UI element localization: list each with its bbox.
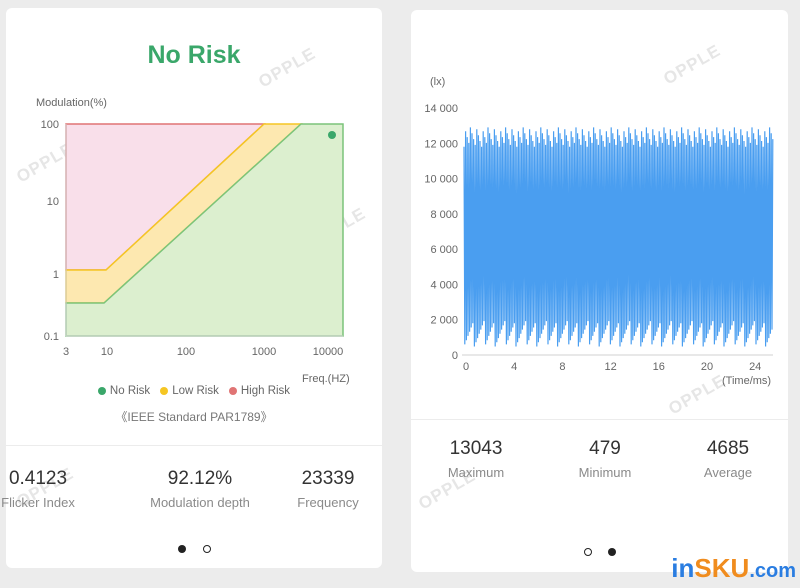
- red-dot-icon: [228, 387, 237, 395]
- modulation-depth-label: Modulation depth: [150, 495, 250, 510]
- flicker-index-value: 0.4123: [8, 468, 68, 489]
- average-value: 4685: [706, 438, 750, 459]
- risk-title: No Risk: [147, 41, 241, 69]
- flicker-index-label: Flicker Index: [1, 495, 75, 510]
- y-tick-label: 0.1: [44, 331, 59, 343]
- yellow-dot-icon: [160, 387, 169, 395]
- x-tick-label: 12: [604, 361, 616, 373]
- waveform-chart: (lx) (Time/ms) 14 000 12 000 10 000 8 000 6 …: [424, 76, 774, 387]
- divider: [6, 445, 382, 446]
- maximum-value: 13043: [449, 438, 503, 459]
- standard-reference: 《IEEE Standard PAR1789》: [115, 410, 273, 424]
- y-tick-label: 6 000: [430, 244, 458, 256]
- illuminance-waveform-card: OPPLE OPPLE OPPLE (lx) (Time/ms) 14 000 1…: [411, 10, 788, 572]
- y-tick-label: 10 000: [424, 174, 458, 186]
- x-tick-label: 100: [177, 346, 195, 358]
- legend-label: No Risk: [109, 385, 151, 397]
- flicker-risk-card: OPPLE OPPLE OPPLE OPPLE No Risk Modulati…: [1, 8, 382, 568]
- site-logo: inSKU.com: [671, 553, 796, 584]
- y-axis-label: Modulation(%): [36, 97, 107, 109]
- x-axis-label: Freq.(HZ): [302, 373, 350, 385]
- y-tick-label: 100: [41, 119, 59, 131]
- y-tick-label: 2 000: [430, 315, 458, 327]
- minimum-label: Minimum: [578, 465, 632, 480]
- waveform-series: [463, 127, 774, 347]
- page-dot[interactable]: [203, 545, 211, 553]
- green-dot-icon: [97, 387, 106, 395]
- legend-high-risk: High Risk: [228, 385, 291, 397]
- x-tick-label: 10: [101, 346, 113, 358]
- y-tick-label: 8 000: [430, 209, 458, 221]
- logo-part: .com: [749, 560, 796, 582]
- logo-part: in: [671, 553, 695, 583]
- x-tick-label: 8: [559, 361, 565, 373]
- y-tick-label: 0: [452, 350, 458, 362]
- y-tick-label: 10: [47, 196, 59, 208]
- x-tick-label: 16: [653, 361, 665, 373]
- measurement-marker: [328, 131, 336, 139]
- x-tick-label: 20: [701, 361, 713, 373]
- y-tick-label: 12 000: [424, 138, 458, 150]
- x-tick-label: 0: [463, 361, 469, 373]
- x-tick-label: 24: [749, 361, 761, 373]
- average-label: Average: [703, 465, 753, 480]
- page-dot-active[interactable]: [608, 548, 616, 556]
- y-unit-label: (lx): [430, 76, 445, 88]
- divider: [411, 419, 788, 420]
- legend-low-risk: Low Risk: [160, 385, 219, 397]
- page-dot[interactable]: [584, 548, 592, 556]
- page-dot-active[interactable]: [178, 545, 186, 553]
- y-tick-label: 4 000: [430, 279, 458, 291]
- legend-label: Low Risk: [172, 385, 219, 397]
- risk-legend: No Risk Low Risk High Risk: [6, 385, 382, 397]
- y-tick-label: 1: [53, 269, 59, 281]
- logo-part: SKU: [694, 553, 750, 583]
- legend-no-risk: No Risk: [97, 385, 151, 397]
- modulation-depth-value: 92.12%: [167, 468, 233, 489]
- risk-chart: Modulation(%) Freq.(HZ) 100 10 1 0.1 3 10 100…: [36, 97, 350, 385]
- x-tick-label: 3: [63, 346, 69, 358]
- x-tick-label: 4: [511, 361, 517, 373]
- frequency-label: Frequency: [297, 495, 359, 510]
- x-unit-label: (Time/ms): [722, 375, 771, 387]
- y-tick-label: 14 000: [424, 103, 458, 115]
- legend-label: High Risk: [240, 385, 291, 397]
- frequency-value: 23339: [301, 468, 355, 489]
- x-tick-label: 10000: [313, 346, 344, 358]
- x-tick-label: 1000: [252, 346, 276, 358]
- maximum-label: Maximum: [447, 465, 505, 480]
- minimum-value: 479: [589, 438, 621, 459]
